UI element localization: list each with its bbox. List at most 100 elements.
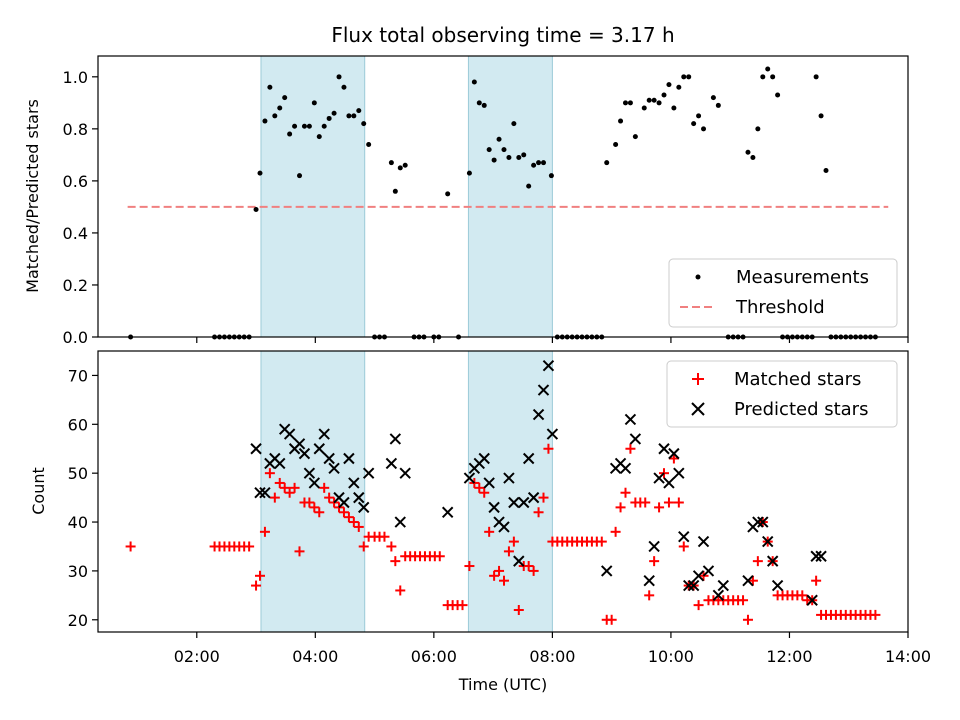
measurement-point xyxy=(666,82,672,88)
bottom-observing-intervals xyxy=(260,350,553,633)
legend-measurements-label: Measurements xyxy=(736,267,869,288)
x-marker-b xyxy=(546,428,559,440)
measurement-point xyxy=(356,108,362,114)
predicted-stars-points xyxy=(250,359,827,606)
x-tick-label: 06:00 xyxy=(411,647,457,666)
matched-star-point xyxy=(274,477,285,488)
matched-star-point xyxy=(543,443,554,454)
matched-star-point xyxy=(489,570,500,581)
matched-star-point xyxy=(386,541,397,552)
x-marker-b xyxy=(527,491,540,504)
matched-star-point xyxy=(870,609,881,620)
measurement-point xyxy=(696,113,702,119)
predicted-star-point xyxy=(815,550,827,562)
matched-star-point xyxy=(434,551,445,562)
measurement-point xyxy=(750,154,756,160)
observing-interval-band xyxy=(467,55,553,338)
y-tick-label: 50 xyxy=(68,464,88,483)
predicted-star-point xyxy=(757,516,769,528)
x-marker-b xyxy=(658,443,670,455)
matched-star-point xyxy=(264,468,275,479)
predicted-star-point xyxy=(619,462,632,474)
measurement-point xyxy=(686,74,692,80)
x-marker-b xyxy=(542,359,555,372)
x-marker-b xyxy=(673,467,685,479)
matched-star-point xyxy=(304,497,315,508)
measurement-point xyxy=(755,126,761,132)
y-tick-label: 1.0 xyxy=(63,68,88,87)
predicted-star-point xyxy=(503,472,515,484)
measurement-point xyxy=(526,183,532,189)
measurement-point xyxy=(661,92,667,98)
x-marker-b xyxy=(663,477,675,489)
measurement-point xyxy=(253,207,259,213)
matched-star-point xyxy=(314,507,325,518)
matched-star-point xyxy=(644,590,655,601)
matched-star-point xyxy=(606,614,617,625)
x-tick-label: 08:00 xyxy=(529,647,575,666)
matched-star-point xyxy=(259,526,270,537)
y-tick-label: 70 xyxy=(68,366,88,385)
x-marker-b xyxy=(683,579,695,592)
measurement-point xyxy=(496,136,502,142)
matched-star-point xyxy=(513,605,524,616)
measurement-point xyxy=(501,147,507,153)
x-tick-label: 04:00 xyxy=(292,647,338,666)
x-marker-b xyxy=(815,550,827,562)
measurement-point xyxy=(311,100,317,106)
matched-star-point xyxy=(654,502,665,513)
measurement-point xyxy=(388,160,394,166)
y-tick-label: 60 xyxy=(68,415,88,434)
top-legend: Measurements Threshold xyxy=(668,258,898,328)
predicted-star-point xyxy=(752,516,764,528)
measurement-point xyxy=(536,160,542,166)
measurement-point xyxy=(511,121,517,127)
top-legend-box xyxy=(668,258,898,328)
matched-star-point xyxy=(457,600,468,611)
x-marker-b xyxy=(343,452,355,465)
x-marker-b xyxy=(358,501,370,514)
matched-star-point xyxy=(125,541,136,552)
matched-star-point xyxy=(279,482,290,493)
matched-star-point xyxy=(358,541,369,552)
x-marker-b xyxy=(463,472,476,484)
matched-star-point xyxy=(255,570,265,581)
measurement-point xyxy=(351,113,357,119)
x-marker-b xyxy=(757,516,769,528)
matched-star-point xyxy=(678,541,689,552)
measurement-point xyxy=(262,118,268,124)
predicted-star-point xyxy=(522,452,535,465)
matched-star-point xyxy=(309,502,320,513)
x-tick-label: 10:00 xyxy=(648,647,694,666)
predicted-star-point xyxy=(546,428,559,440)
measurement-point xyxy=(292,123,298,129)
measurement-point xyxy=(321,123,327,129)
predicted-star-point xyxy=(338,496,350,509)
bottom-y-axis-label: Count xyxy=(29,467,48,515)
matched-star-point xyxy=(390,556,401,567)
measurement-point xyxy=(402,162,408,168)
x-marker-b xyxy=(692,570,705,582)
predicted-star-point xyxy=(274,457,286,470)
measurement-point xyxy=(656,100,662,106)
matched-star-point xyxy=(479,487,490,498)
predicted-star-point xyxy=(293,438,306,450)
observing-interval-band xyxy=(260,55,366,338)
measurement-point xyxy=(622,100,628,106)
axes-frame xyxy=(97,55,909,338)
y-tick-label: 0.8 xyxy=(63,120,88,139)
matched-star-point xyxy=(294,546,305,557)
x-marker-b xyxy=(537,384,550,396)
predicted-star-point xyxy=(683,579,695,592)
predicted-star-point xyxy=(483,477,495,489)
measurement-point xyxy=(301,123,307,129)
measurement-point xyxy=(613,141,619,147)
matched-star-point xyxy=(498,575,509,586)
matched-star-point xyxy=(738,595,749,606)
predicted-star-point xyxy=(532,408,545,421)
legend-plus-marker xyxy=(692,373,704,385)
bottom-legend-box xyxy=(666,360,898,428)
predicted-star-point xyxy=(389,433,402,445)
predicted-star-point xyxy=(254,487,266,499)
x-marker-b xyxy=(806,594,818,606)
